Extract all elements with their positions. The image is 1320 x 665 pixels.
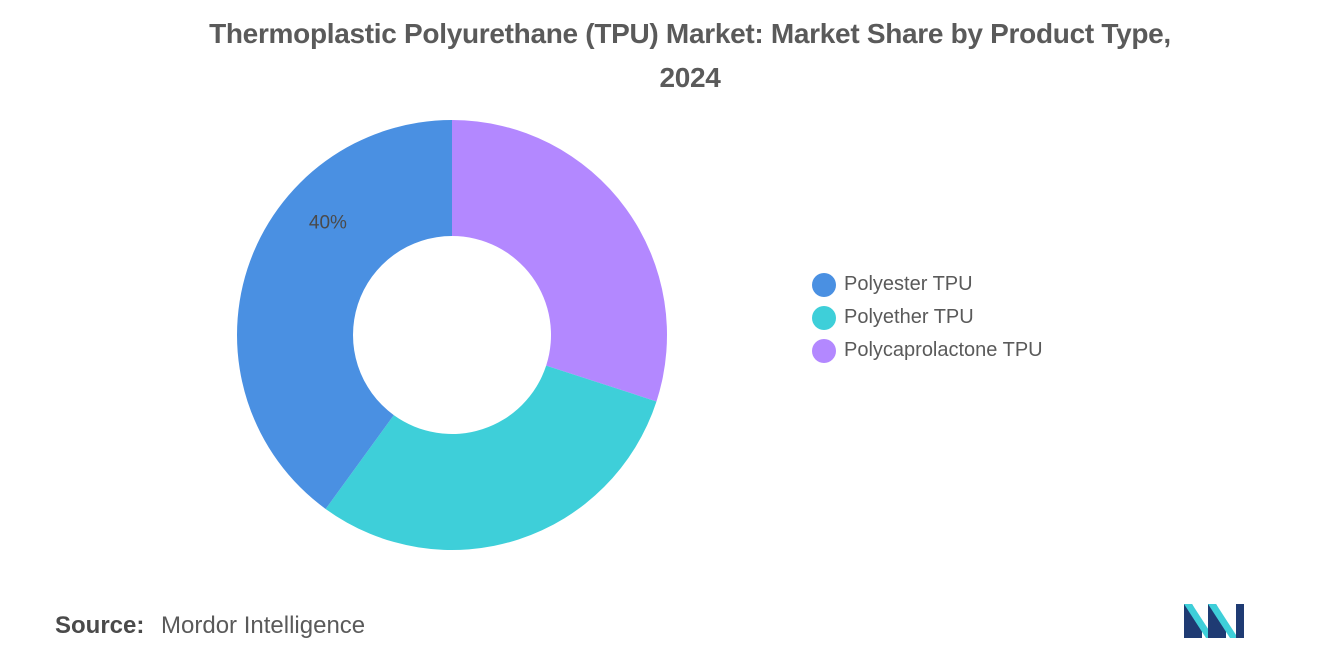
source-text: Mordor Intelligence xyxy=(161,612,366,639)
legend-swatch xyxy=(812,272,836,297)
source-note: Source: Mordor Intelligence xyxy=(55,612,365,640)
source-label: Source: xyxy=(55,612,145,639)
donut-slice-polyether-tpu xyxy=(325,365,657,550)
legend-swatch xyxy=(812,338,836,363)
data-label-polyester-tpu: 40% xyxy=(309,212,347,233)
chart-title-line-2: 2024 xyxy=(659,62,721,93)
legend-swatch xyxy=(812,305,836,330)
legend-label: Polyether TPU xyxy=(844,306,974,328)
legend-item-polycaprolactone-tpu: Polycaprolactone TPU xyxy=(812,334,1043,367)
chart-title: Thermoplastic Polyurethane (TPU) Market:… xyxy=(90,12,1290,100)
legend-item-polyester-tpu: Polyester TPU xyxy=(812,268,1043,301)
chart-legend: Polyester TPU Polyether TPU Polycaprolacto… xyxy=(812,268,1043,367)
legend-label: Polycaprolactone TPU xyxy=(844,339,1043,361)
chart-title-line-1: Thermoplastic Polyurethane (TPU) Market:… xyxy=(209,18,1171,49)
legend-label: Polyester TPU xyxy=(844,273,973,295)
legend-item-polyether-tpu: Polyether TPU xyxy=(812,301,1043,334)
donut-slice-polyester-tpu xyxy=(237,120,452,509)
mordor-intelligence-logo-icon xyxy=(1184,604,1244,638)
donut-slice-polycaprolactone-tpu xyxy=(452,120,667,402)
